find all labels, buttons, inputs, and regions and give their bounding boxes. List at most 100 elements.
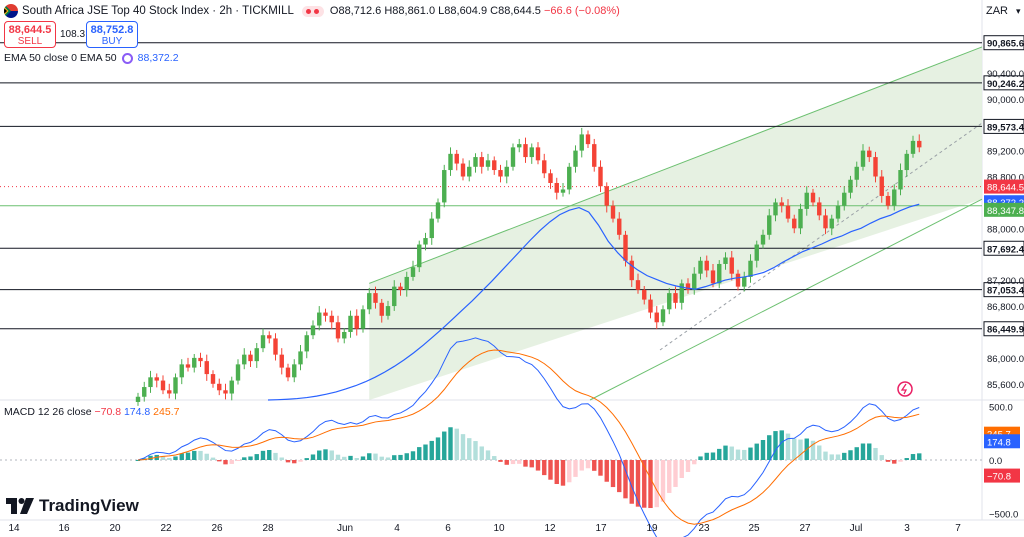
candle-body [860, 150, 866, 167]
candle-body [704, 260, 709, 271]
currency-selector[interactable]: ZAR [986, 5, 1021, 17]
candle-body [304, 335, 309, 352]
candle-body [373, 293, 378, 303]
macd-histogram-bar [579, 460, 584, 471]
candle-body [642, 289, 647, 300]
price-tick-label: 87,200.0 [987, 276, 1024, 287]
time-tick-label: 7 [955, 523, 961, 534]
macd-histogram-bar [560, 460, 566, 486]
macd-histogram-bar [417, 447, 422, 460]
level-label-box [983, 118, 1024, 134]
chart-header: South Africa JSE Top 40 Stock Index · 2h… [4, 3, 620, 19]
candle-body [754, 244, 759, 261]
candle-body [517, 144, 522, 148]
macd-histogram-bar [354, 457, 359, 460]
candle-body [879, 176, 884, 196]
macd-histogram-bar [623, 460, 628, 499]
macd-histogram-bar [610, 460, 616, 488]
sell-button[interactable]: 88,644.5 SELL [4, 21, 56, 48]
macd-histogram-bar [835, 454, 841, 460]
market-status-icon[interactable] [301, 5, 324, 17]
macd-histogram-bar [860, 443, 866, 460]
candle-body [510, 147, 516, 167]
macd-histogram-bar [292, 460, 297, 464]
macd-histogram-bar [379, 456, 384, 460]
candle-body [148, 377, 153, 388]
macd-histogram-bar [742, 449, 747, 460]
time-tick-label: 16 [58, 523, 70, 534]
ema50-line [267, 203, 920, 401]
macd-histogram-bar [267, 450, 272, 460]
macd-histogram-bar [492, 456, 497, 460]
macd-histogram-bar [598, 460, 603, 476]
macd-histogram-bar [310, 454, 316, 460]
macd-histogram-bar [829, 454, 834, 460]
candle-body [254, 348, 259, 362]
macd-histogram-bar [498, 460, 503, 462]
macd-histogram-bar [542, 460, 547, 476]
buy-label: BUY [101, 36, 123, 47]
time-tick-label: 19 [646, 523, 658, 534]
macd-histogram-bar [717, 448, 722, 460]
macd-histogram-bar [510, 460, 516, 465]
macd-histogram-bar [229, 460, 234, 464]
macd-tag-label: 174.8 [987, 437, 1011, 448]
tradingview-logo[interactable]: TradingView [6, 496, 139, 516]
price-tick-label: 86,800.0 [987, 302, 1024, 313]
candle-body [379, 302, 384, 316]
price-tag-label: 88,644.5 [987, 183, 1024, 194]
candle-body [229, 380, 234, 394]
macd-histogram-bar [773, 431, 778, 460]
macd-histogram-bar [585, 460, 591, 469]
macd-legend[interactable]: MACD 12 26 close −70.8 174.8 245.7 [4, 406, 179, 418]
macd-histogram-bar [917, 453, 922, 460]
candle-body [617, 218, 622, 235]
channel-lower-line [589, 198, 983, 401]
macd-histogram-bar [729, 446, 734, 460]
macd-histogram-bar [523, 460, 528, 467]
loading-icon [121, 52, 133, 64]
buy-button[interactable]: 88,752.8 BUY [86, 21, 138, 48]
time-tick-label: 6 [445, 523, 451, 534]
time-tick-label: 4 [394, 523, 400, 534]
macd-histogram-bar [848, 450, 853, 460]
macd-histogram-bar [873, 447, 878, 460]
candle-body [467, 166, 472, 177]
macd-histogram-bar [360, 456, 366, 460]
macd-histogram-bar [160, 456, 166, 460]
symbol-title[interactable]: South Africa JSE Top 40 Stock Index · 2h… [22, 5, 294, 17]
time-tick-label: 12 [544, 523, 556, 534]
macd-histogram-bar [204, 453, 209, 460]
candle-body [392, 286, 397, 307]
macd-histogram-bar [554, 460, 559, 485]
candle-body [185, 364, 191, 368]
macd-histogram-bar [135, 460, 141, 461]
macd-histogram-bar [148, 455, 153, 460]
sell-label: SELL [17, 36, 43, 47]
candle-body [854, 166, 859, 180]
macd-histogram-bar [317, 450, 322, 460]
candle-body [660, 309, 666, 323]
south-africa-flag-icon [4, 4, 18, 18]
macd-histogram-bar [404, 453, 409, 460]
candle-body [792, 218, 797, 229]
level-label: 87,053.4 [987, 286, 1024, 297]
candle-body [160, 380, 166, 391]
candle-body [885, 195, 891, 206]
ema-legend[interactable]: EMA 50 close 0 EMA 50 88,372.2 [4, 52, 179, 64]
macd-histogram-bar [235, 460, 241, 461]
macd-histogram-bar [635, 460, 641, 507]
macd-histogram-bar [667, 460, 672, 493]
level-label: 87,692.4 [987, 244, 1024, 255]
candle-body [798, 208, 803, 229]
ohlc-close: C88,644.5 [490, 5, 541, 17]
candle-body [423, 238, 428, 245]
macd-histogram-bar [723, 445, 728, 460]
time-tick-label: 17 [595, 523, 607, 534]
macd-histogram-bar [179, 453, 184, 460]
price-tick-label: 88,000.0 [987, 224, 1024, 235]
price-tag-label: 88,347.8 [987, 206, 1024, 217]
candle-body [810, 192, 816, 203]
macd-histogram-bar [517, 460, 522, 464]
